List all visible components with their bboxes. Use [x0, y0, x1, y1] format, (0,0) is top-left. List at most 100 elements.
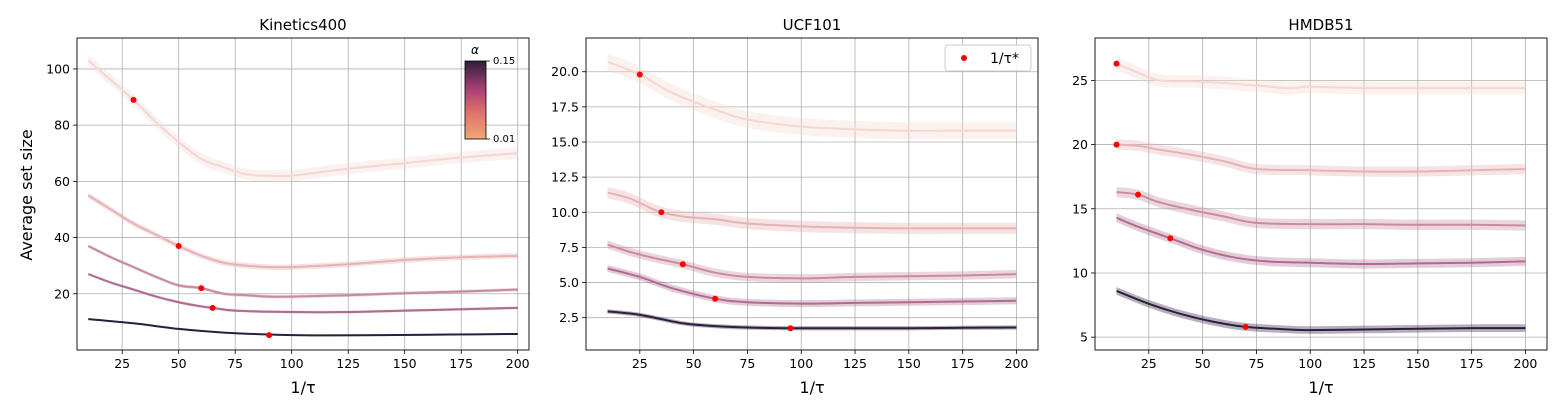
x-tick-label: 175	[951, 356, 975, 371]
x-tick-label: 100	[280, 356, 304, 371]
series-1-line	[87, 194, 518, 269]
x-axis-label: 1/τ	[1308, 378, 1333, 397]
optimum-marker	[1113, 141, 1120, 148]
y-tick-label: 7.5	[559, 240, 579, 255]
optimum-marker	[1135, 191, 1142, 198]
y-axis: 20 40 60 80 100	[46, 61, 77, 301]
series-2-band	[88, 244, 518, 299]
y-tick-label: 20	[1072, 137, 1088, 152]
x-tick-label: 50	[686, 356, 702, 371]
y-tick-label: 15.0	[551, 135, 579, 150]
axes-frame	[76, 37, 530, 351]
series-3-line	[1116, 216, 1526, 265]
x-tick-label: 50	[171, 356, 187, 371]
series-group	[607, 53, 1017, 332]
series-0-band	[1116, 57, 1526, 95]
x-tick-label: 200	[506, 356, 530, 371]
series-3-band	[607, 264, 1017, 308]
optimum-marker	[130, 96, 137, 103]
x-axis-label: 1/τ	[290, 378, 315, 397]
series-0-band	[88, 54, 518, 182]
x-tick-label: 125	[1352, 356, 1376, 371]
y-tick-label: 20.0	[551, 64, 579, 79]
y-tick-label: 10	[1072, 265, 1088, 280]
x-tick-label: 200	[1514, 356, 1538, 371]
optimum-marker	[175, 243, 182, 249]
y-tick-label: 15	[1072, 201, 1088, 216]
y-tick-label: 10.0	[551, 205, 579, 220]
series-3-line	[607, 267, 1017, 305]
series-2-line	[87, 245, 518, 298]
axes-frame	[585, 37, 1039, 351]
x-tick-label: 150	[897, 356, 921, 371]
series-1-band	[607, 186, 1017, 235]
legend-box	[944, 44, 1032, 72]
panel-hmdb51: 25 50 75 100 125 150 175 200 5 10 15 20 25 HMDB51 1/τ	[1072, 16, 1548, 397]
series-2-band	[1116, 186, 1526, 231]
chart-title: HMDB51	[1288, 16, 1353, 34]
y-axis: 5 10 15 20 25	[1072, 73, 1095, 345]
optimum-marker	[636, 71, 643, 78]
series-4-line	[1116, 290, 1526, 332]
legend-marker	[961, 55, 967, 61]
series-1-line	[607, 191, 1017, 230]
x-axis-label: 1/τ	[799, 378, 824, 397]
grid	[586, 38, 1038, 350]
x-tick-label: 75	[739, 356, 755, 371]
y-tick-label: 60	[54, 174, 70, 189]
optimum-marker	[712, 295, 719, 302]
y-tick-label: 5.0	[559, 275, 579, 290]
chart-title: UCF101	[783, 16, 842, 34]
y-tick-label: 17.5	[551, 99, 579, 114]
y-tick-label: 25	[1072, 73, 1088, 88]
series-group	[87, 54, 518, 339]
colorbar-max-label: 0.15	[493, 56, 515, 67]
x-tick-label: 125	[843, 356, 867, 371]
x-tick-label: 150	[1406, 356, 1430, 371]
series-1-band	[1116, 139, 1526, 177]
x-axis: 25 50 75 100 125 150 175 200	[632, 350, 1028, 371]
series-group	[1113, 57, 1526, 334]
x-tick-label: 50	[1195, 356, 1211, 371]
y-tick-label: 2.5	[559, 310, 579, 325]
y-tick-label: 20	[54, 286, 70, 301]
x-tick-label: 150	[393, 356, 417, 371]
colorbar-title: α	[471, 43, 479, 57]
grid	[1095, 38, 1547, 350]
series-0-line	[1116, 62, 1526, 90]
y-tick-label: 40	[54, 230, 70, 245]
optimum-marker	[787, 325, 794, 332]
y-tick-label: 5	[1080, 330, 1088, 345]
alpha-colorbar: α 0.15 0.01	[464, 43, 515, 145]
axes-frame	[1094, 37, 1548, 351]
x-tick-label: 75	[1248, 356, 1264, 371]
series-4-line	[607, 310, 1017, 330]
series-0-line	[607, 60, 1017, 132]
y-axis: 2.5 5.0 7.5 10.0 12.5 15.0 17.5 20.0	[551, 64, 586, 325]
optimum-marker	[658, 209, 665, 216]
optimum-marker	[679, 261, 686, 268]
x-tick-label: 100	[1298, 356, 1322, 371]
series-4-band	[1116, 287, 1526, 334]
x-tick-label: 125	[336, 356, 360, 371]
x-tick-label: 175	[449, 356, 473, 371]
x-axis: 25 50 75 100 125 150 175 200	[1141, 350, 1538, 371]
shared-y-axis-label: Average set size	[17, 129, 36, 260]
x-tick-label: 175	[1460, 356, 1484, 371]
optimum-marker	[1167, 235, 1174, 242]
optimum-marker	[209, 304, 216, 311]
y-tick-label: 12.5	[551, 170, 579, 185]
x-tick-label: 100	[789, 356, 813, 371]
y-tick-label: 80	[54, 118, 70, 133]
grid	[77, 38, 529, 350]
series-4-line	[88, 318, 518, 337]
series-1-line	[1116, 143, 1526, 173]
optimum-marker	[266, 332, 273, 339]
panel-ucf101: 25 50 75 100 125 150 175 200 2.5 5.0 7.5 10.0 12.5 15…	[551, 16, 1039, 397]
optimum-marker	[1113, 60, 1120, 67]
y-tick-label: 100	[46, 61, 70, 76]
x-tick-label: 25	[632, 356, 648, 371]
x-tick-label: 25	[114, 356, 130, 371]
optimum-marker	[198, 285, 205, 292]
